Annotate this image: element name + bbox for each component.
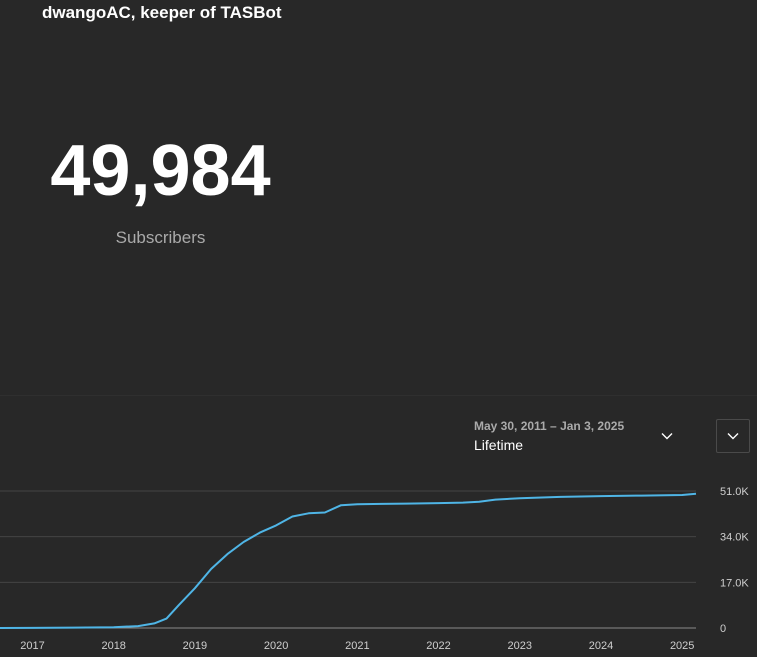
chart-panel: May 30, 2011 – Jan 3, 2025 Lifetime bbox=[0, 395, 757, 657]
x-tick-label: 2020 bbox=[264, 640, 288, 652]
y-tick-label: 17.0K bbox=[720, 577, 749, 589]
y-tick-label: 34.0K bbox=[720, 532, 749, 544]
expand-chart-button[interactable] bbox=[716, 419, 750, 453]
subscriber-series-line bbox=[0, 492, 697, 629]
x-tick-label: 2023 bbox=[508, 640, 532, 652]
channel-title: dwangoAC, keeper of TASBot bbox=[42, 3, 282, 22]
date-range-dropdown[interactable]: May 30, 2011 – Jan 3, 2025 Lifetime bbox=[470, 413, 690, 457]
chevron-down-icon bbox=[727, 433, 739, 440]
x-tick-label: 2024 bbox=[589, 640, 613, 652]
subscriber-count: 49,984 bbox=[50, 131, 271, 211]
subscriber-label: Subscribers bbox=[115, 228, 206, 247]
chart-x-ticks: 2017 2018 2019 2020 2021 2022 2023 2024 2025 bbox=[20, 640, 694, 652]
x-tick-label: 2025 bbox=[670, 640, 694, 652]
date-preset-text: Lifetime bbox=[474, 437, 524, 453]
chart-gridlines bbox=[0, 490, 696, 629]
x-tick-label: 2017 bbox=[20, 640, 44, 652]
x-tick-label: 2021 bbox=[345, 640, 369, 652]
y-tick-label: 51.0K bbox=[720, 486, 749, 498]
y-tick-label: 0 bbox=[720, 623, 726, 635]
subscriber-line-chart: 2017 2018 2019 2020 2021 2022 2023 2024 2025 0 17… bbox=[0, 486, 749, 652]
x-tick-label: 2022 bbox=[426, 640, 450, 652]
subscriber-summary-panel: dwangoAC, keeper of TASBot 49,984 Subscr… bbox=[42, 3, 282, 247]
x-tick-label: 2019 bbox=[183, 640, 207, 652]
chart-series bbox=[0, 492, 697, 629]
x-tick-label: 2018 bbox=[101, 640, 125, 652]
chevron-down-icon bbox=[661, 433, 673, 440]
date-range-text: May 30, 2011 – Jan 3, 2025 bbox=[474, 419, 625, 433]
chart-y-ticks: 0 17.0K 34.0K 51.0K bbox=[720, 486, 749, 635]
